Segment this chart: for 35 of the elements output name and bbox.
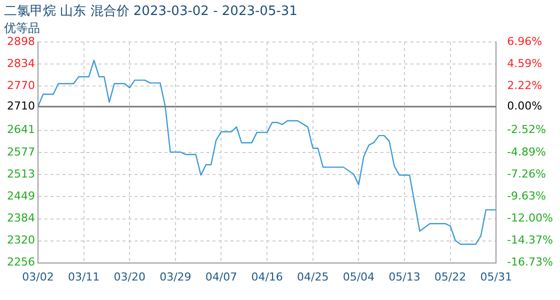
y2-tick-label: -2.52% (507, 123, 546, 136)
y-tick-label: 2449 (6, 189, 35, 202)
x-tick-label: 04/25 (297, 270, 329, 284)
y2-tick-label: -4.89% (507, 145, 546, 158)
y-tick-label: 2320 (6, 234, 35, 247)
x-tick-label: 03/02 (22, 270, 54, 284)
x-tick-label: 04/16 (251, 270, 283, 284)
chart-subtitle: 优等品 (4, 20, 40, 35)
x-tick-label: 05/31 (480, 270, 512, 284)
chart-title: 二氯甲烷 山东 混合价 2023-03-02 - 2023-05-31 (4, 4, 298, 20)
y-tick-label: 2384 (6, 212, 35, 225)
y2-tick-label: -14.37% (507, 234, 554, 247)
y-tick-label: 2513 (6, 167, 35, 180)
x-tick-label: 05/22 (434, 270, 466, 284)
y2-tick-label: -7.26% (507, 167, 546, 180)
y2-tick-label: -12.00% (507, 212, 554, 225)
y2-tick-label: 6.96% (507, 34, 542, 48)
x-tick-label: 04/07 (205, 270, 238, 284)
y-tick-label: 2898 (6, 34, 35, 48)
y2-tick-label: 4.59% (507, 56, 542, 70)
x-tick-label: 05/04 (342, 270, 375, 284)
y-tick-label: 2641 (6, 123, 35, 136)
y-tick-label: 2770 (6, 78, 35, 92)
y-tick-label: 2710 (6, 100, 35, 113)
x-tick-label: 03/11 (68, 270, 100, 284)
y2-tick-label: 2.22% (507, 79, 542, 92)
x-tick-label: 03/20 (114, 270, 146, 284)
x-tick-label: 05/13 (388, 270, 420, 284)
y2-tick-label: -16.73% (507, 256, 554, 269)
y-tick-label: 2834 (6, 56, 35, 70)
y2-tick-label: -9.63% (507, 189, 546, 202)
x-tick-label: 03/29 (160, 270, 192, 284)
y-tick-label: 2577 (6, 145, 35, 158)
y-tick-label: 2256 (6, 256, 35, 269)
y2-tick-label: 0.00% (507, 100, 542, 113)
